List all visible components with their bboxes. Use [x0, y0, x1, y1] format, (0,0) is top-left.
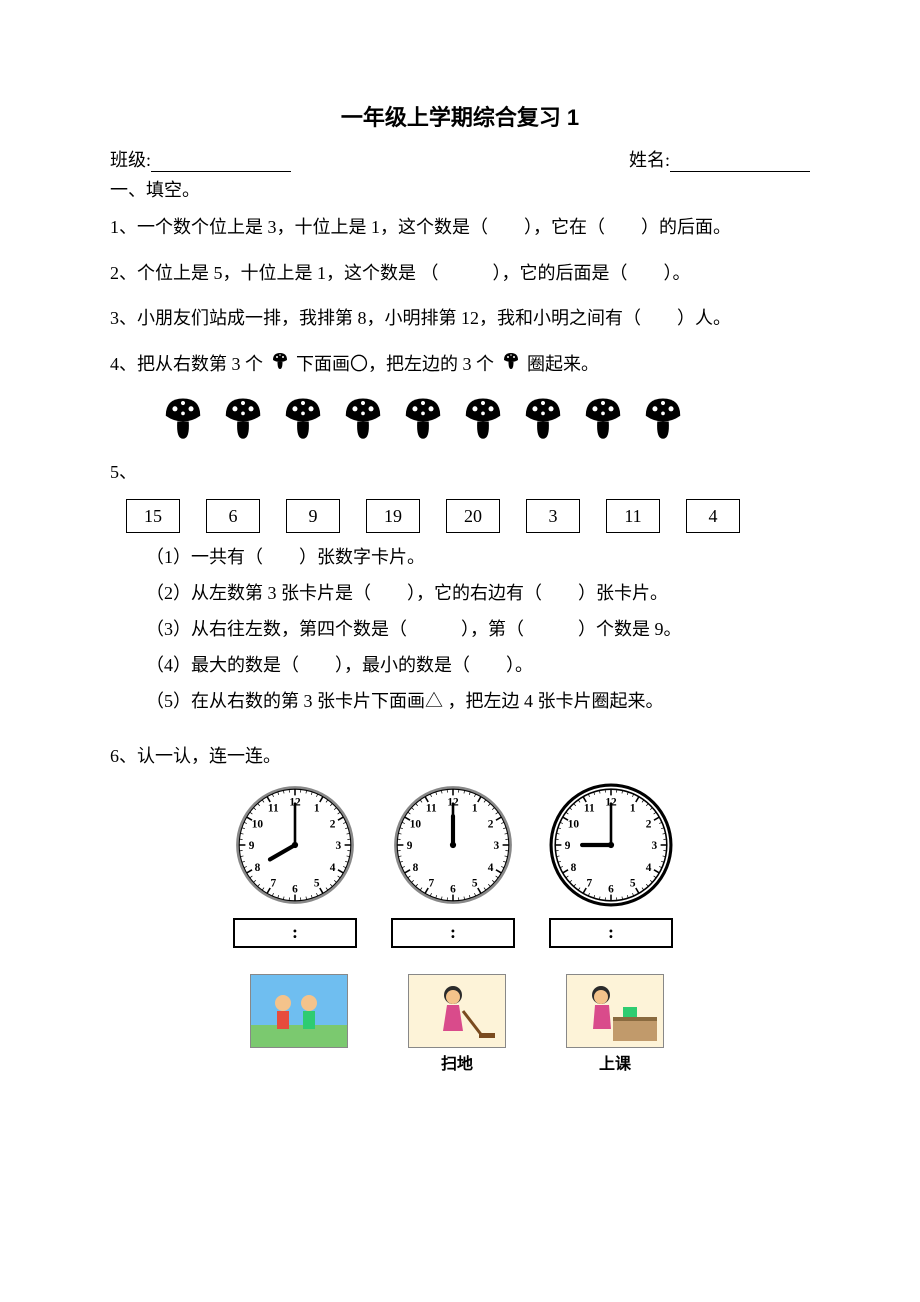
section-1-heading: 一、填空。	[110, 176, 810, 202]
activity-label: 扫地	[441, 1050, 473, 1074]
activity-column: 扫地	[408, 974, 506, 1074]
svg-text:4: 4	[646, 861, 652, 873]
svg-text:6: 6	[450, 883, 456, 895]
activity-column: 上课	[566, 974, 664, 1074]
svg-text:1: 1	[630, 802, 636, 814]
question-3: 3、小朋友们站成一排，我排第 8，小明排第 12，我和小明之间有（ ）人。	[110, 299, 810, 339]
svg-text:7: 7	[586, 877, 592, 889]
svg-text:6: 6	[292, 883, 298, 895]
svg-text:2: 2	[488, 818, 494, 830]
clock-icon: 123456789101112	[546, 783, 676, 912]
q4-part-a: 4、把从右数第 3 个	[110, 354, 263, 374]
name-label: 姓名:	[629, 150, 670, 170]
svg-text:10: 10	[410, 818, 422, 830]
svg-text:3: 3	[494, 840, 500, 852]
q5-sub-2: （2）从左数第 3 张卡片是（ ），它的右边有（ ）张卡片。	[110, 575, 810, 611]
activities-row: 扫地 上课	[250, 974, 810, 1074]
svg-text:2: 2	[330, 818, 336, 830]
cards-row: 15 69 19 20 3 11 4	[126, 499, 810, 533]
mushroom-icon	[280, 395, 326, 441]
q5-sub-1: （1）一共有（ ）张数字卡片。	[110, 539, 810, 575]
svg-text:2: 2	[646, 818, 652, 830]
svg-text:3: 3	[652, 840, 658, 852]
mushroom-icon	[160, 395, 206, 441]
q5-sub-5: （5）在从右数的第 3 张卡片下面画△ ，把左边 4 张卡片圈起来。	[110, 683, 810, 719]
svg-text:7: 7	[270, 877, 276, 889]
mushroom-icon	[580, 395, 626, 441]
svg-text:5: 5	[472, 877, 478, 889]
clock-column: 123456789101112:	[230, 783, 360, 948]
question-6: 6、认一认，连一连。	[110, 737, 810, 777]
clock-column: 123456789101112:	[546, 783, 676, 948]
svg-text:9: 9	[565, 840, 571, 852]
svg-text:9: 9	[407, 840, 413, 852]
clock-icon: 123456789101112	[388, 783, 518, 912]
clock-icon: 123456789101112	[230, 783, 360, 912]
mushroom-icon	[340, 395, 386, 441]
svg-text:5: 5	[314, 877, 320, 889]
mushroom-icon	[640, 395, 686, 441]
svg-text:11: 11	[584, 802, 595, 814]
number-card: 11	[606, 499, 660, 533]
question-5: 5、	[110, 453, 810, 493]
mushroom-icon	[400, 395, 446, 441]
mushroom-icon	[220, 395, 266, 441]
svg-text:3: 3	[336, 840, 342, 852]
q5-lead: 5、	[110, 462, 137, 482]
clock-column: 123456789101112:	[388, 783, 518, 948]
svg-text:8: 8	[413, 861, 419, 873]
mushroom-icon	[520, 395, 566, 441]
question-4: 4、把从右数第 3 个 下面画〇，把左边的 3 个 圈起来。	[110, 345, 810, 386]
mushroom-icon	[270, 346, 290, 386]
q4-part-b: 下面画〇，把左边的 3 个	[296, 354, 494, 374]
svg-text:8: 8	[571, 861, 577, 873]
q5-sub-4: （4）最大的数是（ ），最小的数是（ ）。	[110, 647, 810, 683]
svg-text:10: 10	[568, 818, 580, 830]
number-card: 3	[526, 499, 580, 533]
name-blank	[670, 171, 810, 172]
name-field: 姓名:	[629, 146, 810, 172]
activity-image	[566, 974, 664, 1048]
time-box: :	[233, 918, 357, 948]
activity-column	[250, 974, 348, 1074]
svg-text:7: 7	[428, 877, 434, 889]
class-blank	[151, 171, 291, 172]
number-card: 15	[126, 499, 180, 533]
question-2: 2、个位上是 5，十位上是 1，这个数是 （ ），它的后面是（ ）。	[110, 254, 810, 294]
activity-image	[408, 974, 506, 1048]
svg-text:4: 4	[488, 861, 494, 873]
svg-text:11: 11	[426, 802, 437, 814]
activity-label: 上课	[599, 1050, 631, 1074]
number-card: 9	[286, 499, 340, 533]
mushroom-icon	[501, 346, 521, 386]
svg-text:4: 4	[330, 861, 336, 873]
mushroom-icon	[460, 395, 506, 441]
question-1: 1、一个数个位上是 3，十位上是 1，这个数是（ ），它在（ ）的后面。	[110, 208, 810, 248]
svg-text:11: 11	[268, 802, 279, 814]
svg-text:8: 8	[255, 861, 261, 873]
time-box: :	[391, 918, 515, 948]
time-box: :	[549, 918, 673, 948]
number-card: 4	[686, 499, 740, 533]
svg-text:10: 10	[252, 818, 264, 830]
class-label: 班级:	[110, 150, 151, 170]
number-card: 20	[446, 499, 500, 533]
svg-text:6: 6	[608, 883, 614, 895]
svg-text:1: 1	[472, 802, 478, 814]
q4-part-c: 圈起来。	[527, 354, 599, 374]
svg-text:9: 9	[249, 840, 255, 852]
svg-text:1: 1	[314, 802, 320, 814]
number-card: 19	[366, 499, 420, 533]
number-card: 6	[206, 499, 260, 533]
header-row: 班级: 姓名:	[110, 146, 810, 172]
page-title: 一年级上学期综合复习 1	[110, 100, 810, 132]
activity-image	[250, 974, 348, 1048]
clocks-row: 123456789101112:123456789101112:12345678…	[230, 783, 810, 948]
mushroom-row	[160, 395, 810, 441]
q5-sub-3: （3）从右往左数，第四个数是（ ），第（ ）个数是 9。	[110, 611, 810, 647]
class-field: 班级:	[110, 146, 291, 172]
svg-text:5: 5	[630, 877, 636, 889]
